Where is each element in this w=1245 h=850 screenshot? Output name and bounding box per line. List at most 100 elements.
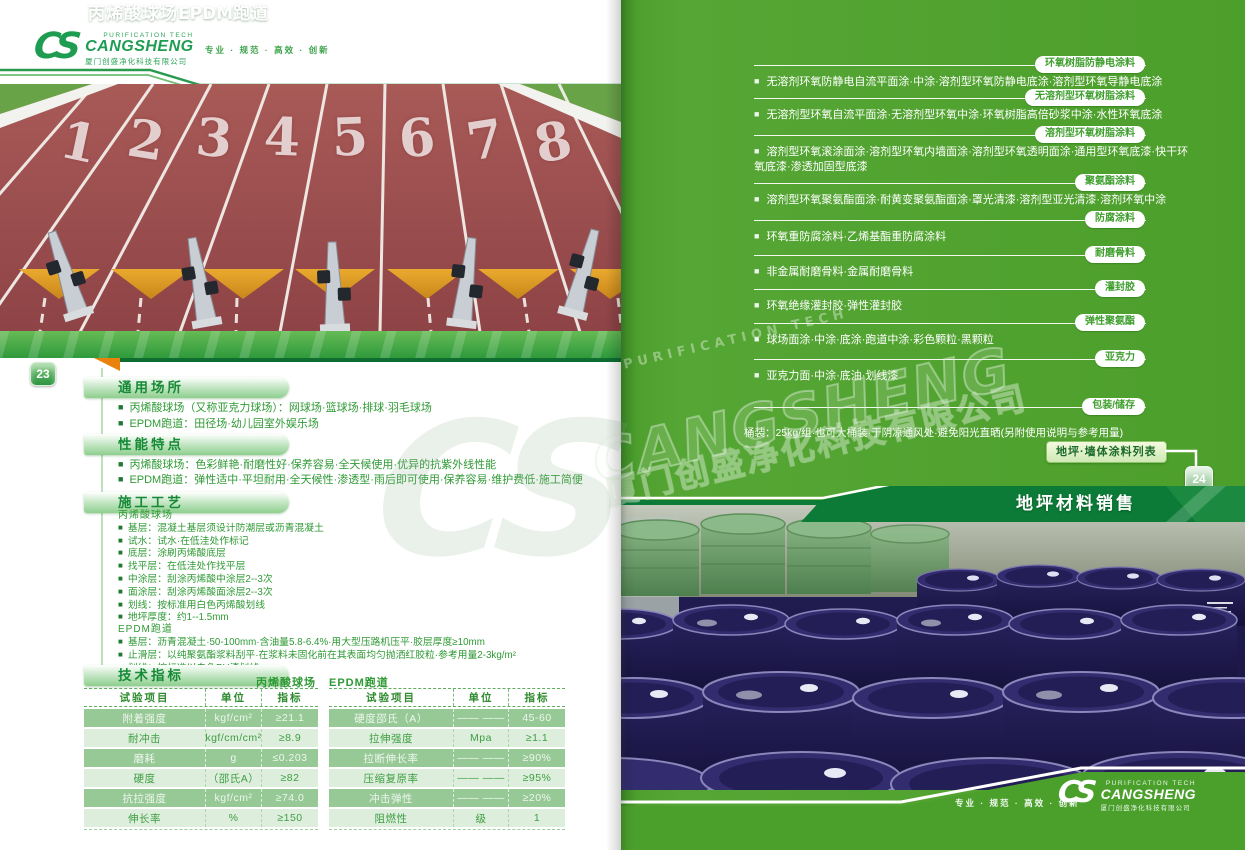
logo-text-block: PURIFICATION TECH CANGSHENG 厦门创盛净化科技有限公司: [85, 30, 194, 67]
footer-logo: CS PURIFICATION TECH CANGSHENG 厦门创盛净化科技有…: [1056, 775, 1197, 812]
features-item: EPDM跑道：弹性适中·平坦耐用·全天候性·渗透型·雨后即可使用·保养容易·维护…: [118, 471, 582, 487]
footer-band: [621, 766, 1245, 850]
logo-cs-mark: CS: [1056, 775, 1095, 810]
tech-table-acrylic: 试验项目 单位 指标 附着强度 kgf/cm² ≥21.1 耐冲击 kgf/cm/cm…: [84, 688, 318, 830]
process-item: 划线：按标准用白色丙烯酸划线: [118, 599, 516, 612]
footer-slogan: 专业 · 规范 · 高效 · 创新: [955, 798, 1080, 808]
sales-title: 地坪材料销售: [1016, 494, 1136, 513]
table-row: 硬度邵氏（A） —— —— 45-60: [329, 709, 565, 727]
process-item: 试水：试水·在低洼处作标记: [118, 535, 516, 548]
divider-line: [754, 220, 1146, 221]
col-header: 单位: [205, 689, 261, 706]
table1-label: 丙烯酸球场: [256, 677, 316, 689]
company-logo: CS PURIFICATION TECH CANGSHENG 厦门创盛净化科技有…: [31, 26, 194, 67]
process-list: 丙烯酸球场 基层：混凝土基层须设计防潮层或沥青混凝土 试水：试水·在低洼处作标记…: [118, 510, 516, 674]
table-row: 耐冲击 kgf/cm/cm² ≥8.9: [84, 729, 318, 747]
table-row: 磨耗 g ≤0.203: [84, 749, 318, 767]
section-title: 施工工艺: [118, 495, 184, 510]
section-header-tech: 技术指标: [84, 665, 289, 686]
starting-blocks: [45, 228, 600, 332]
page-title-bar: [0, 331, 621, 358]
process-item: 底层：涂刷丙烯酸底层: [118, 547, 516, 560]
table-row: 抗拉强度 kgf/cm² ≥74.0: [84, 789, 318, 807]
table-row: 拉断伸长率 —— —— ≥90%: [329, 749, 565, 767]
product-list-item: 环氧绝缘灌封胶·弹性灌封胶: [754, 298, 1224, 314]
page-number-badge: 23: [30, 362, 56, 386]
process-item: 中涂层：刮涂丙烯酸中涂层2--3次: [118, 573, 516, 586]
logo-cs-mark: CS: [31, 26, 80, 67]
process-item: 基层：混凝土基层须设计防潮层或沥青混凝土: [118, 522, 516, 535]
section-title: 技术指标: [118, 668, 184, 683]
col-header: 单位: [453, 689, 508, 706]
title-suffix: 跑道: [233, 4, 270, 23]
process-item: 基层：沥青混凝土·50-100mm·含油量5.8-6.4%·用大型压路机压平·胶…: [118, 636, 516, 649]
storage-note: 桶装：25kg/组·也可大桶装·于阴凉通风处·避免阳光直晒(另附使用说明与参考用…: [744, 427, 1124, 439]
product-list-item: 无溶剂型环氧自流平面涂·无溶剂型环氧中涂·环氧树脂高倍砂浆中涂·水性环氧底涂: [754, 107, 1224, 123]
lane-number: 7: [462, 107, 508, 174]
divider-line: [754, 289, 1146, 290]
table-row: 压缩复原率 —— —— ≥95%: [329, 769, 565, 787]
col-header: 指标: [261, 689, 318, 706]
tech-table-epdm: 试验项目 单位 指标 硬度邵氏（A） —— —— 45-60 拉伸强度 Mpa ≥1.1…: [329, 688, 565, 830]
col-header: 试验项目: [366, 692, 416, 704]
page-left: CS PURIFICATION TECH CANGSHENG 厦门创盛净化科技有…: [0, 0, 621, 850]
divider-line: [754, 359, 1146, 360]
company-name-cn: 厦门创盛净化科技有限公司: [1100, 805, 1191, 812]
category-tag: 灌封胶: [1095, 280, 1145, 297]
category-tag: 防腐涂料: [1085, 211, 1145, 228]
table2-label: EPDM跑道: [329, 677, 389, 689]
table-row: 拉伸强度 Mpa ≥1.1: [329, 729, 565, 747]
lane-number: 4: [262, 106, 302, 169]
brand-slogan: 专业 · 规范 · 高效 · 创新: [205, 45, 330, 55]
venues-item: 丙烯酸球场（又称亚克力球场）：网球场·篮球场·排球·羽毛球场: [118, 399, 432, 415]
company-name-cn: 厦门创盛净化科技有限公司: [85, 57, 188, 66]
process-item: 止滑层：以纯聚氨酯浆料刮平·在浆料未固化前在其表面均匀抛洒红胶粒·参考用量2-3…: [118, 649, 516, 662]
coating-list-link: 地坪·墙体涂料列表: [1046, 441, 1167, 463]
process-subhead: EPDM跑道: [118, 624, 173, 636]
divider-line: [754, 323, 1146, 324]
table-header-row: 试验项目 单位 指标: [329, 688, 565, 707]
process-item: 找平层：在低洼处作找平层: [118, 560, 516, 573]
product-list-item: 无溶剂环氧防静电自流平面涂·中涂·溶剂型环氧防静电底涂·溶剂型环氧导静电底涂: [754, 74, 1224, 90]
category-tag: 无溶剂型环氧树脂涂料: [1025, 89, 1145, 106]
title-underbar: [118, 358, 621, 362]
category-tag: 弹性聚氨酯: [1075, 314, 1145, 331]
table-row: 附着强度 kgf/cm² ≥21.1: [84, 709, 318, 727]
divider-line: [754, 255, 1146, 256]
category-tag: 耐磨骨料: [1085, 246, 1145, 263]
process-item: 地坪厚度：约1--1.5mm: [118, 611, 516, 624]
venues-item: EPDM跑道：田径场·幼儿园室外娱乐场: [118, 415, 318, 431]
divider-line: [754, 65, 1146, 66]
table-row: 伸长率% ≥150: [84, 809, 318, 827]
green-drums: [621, 513, 950, 596]
logo-text-block: PURIFICATION TECH CANGSHENG 厦门创盛净化科技有限公司: [1101, 778, 1197, 812]
category-tag: 包装/储存: [1082, 398, 1145, 415]
company-name-en: CANGSHENG: [85, 38, 194, 55]
category-tag: 亚克力: [1095, 350, 1145, 367]
lane-number: 5: [330, 106, 370, 169]
lane-number: 3: [193, 106, 235, 171]
col-header: 指标: [508, 689, 565, 706]
section-connector-line: [101, 368, 103, 684]
lane-number: 6: [396, 106, 438, 171]
page-title: 丙烯酸球场EPDM跑道: [88, 0, 269, 28]
lane-number: 2: [123, 107, 169, 174]
table-row: 硬度 （邵氏A） ≥82: [84, 769, 318, 787]
product-list-item: 亚克力面·中涂·底油·划线漆: [754, 368, 1224, 384]
section-title: 通用场所: [118, 380, 184, 395]
product-list-item: 环氧重防腐涂料·乙烯基酯重防腐涂料: [754, 229, 1224, 245]
category-tag: 聚氨酯涂料: [1075, 174, 1145, 191]
title-prefix: 丙烯酸球场: [88, 4, 178, 23]
product-list-item: 球场面涂·中涂·底涂·跑道中涂·彩色颗粒·黑颗粒: [754, 332, 1224, 348]
section-header-features: 性能特点: [84, 434, 289, 455]
features-item: 丙烯酸球场：色彩鲜艳·耐磨性好·保养容易·全天候使用·优异的抗紫外线性能: [118, 456, 496, 472]
table-row: 冲击弹性 —— —— ≥20%: [329, 789, 565, 807]
col-header: 试验项目: [119, 692, 170, 704]
divider-line: [754, 135, 1146, 136]
section-header-process: 施工工艺: [84, 492, 289, 513]
drums-photo: [621, 502, 1245, 790]
orange-wedge: [94, 358, 120, 371]
sales-title-bar: [621, 486, 1245, 522]
product-list-item: 溶剂型环氧滚涂面涂·溶剂型环氧内墙面涂·溶剂型环氧透明面涂·通用型环氧底漆·快干…: [754, 144, 1199, 175]
